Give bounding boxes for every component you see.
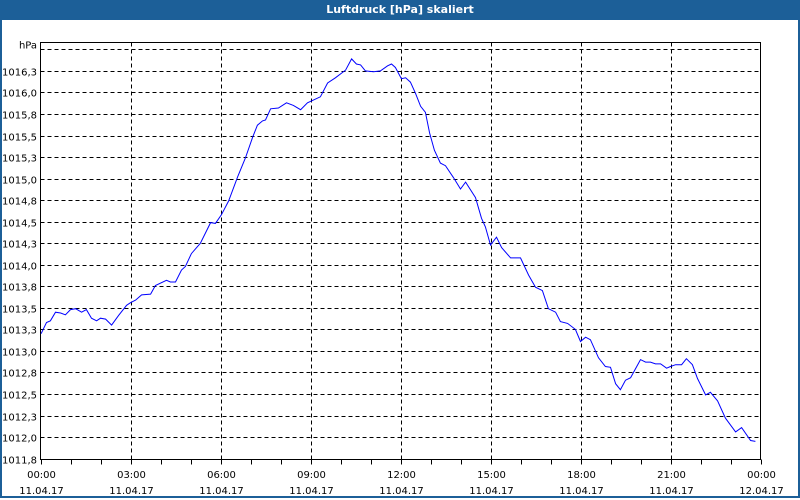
x-tick-date-label: 11.04.17 [109,486,154,497]
x-tick-time-label: 12:00 [387,470,416,481]
pressure-line [40,58,756,442]
y-tick-label: 1014,3 [2,240,37,251]
x-tick-date-label: 12.04.17 [739,486,784,497]
x-tick-date-label: 11.04.17 [199,486,244,497]
x-tick-time-label: 06:00 [207,470,236,481]
y-tick-label: 1015,5 [2,133,37,144]
x-tick-date-label: 11.04.17 [649,486,694,497]
plot-frame [40,42,761,460]
y-axis-unit-label: hPa [19,41,37,52]
x-tick-time-label: 00:00 [27,470,56,481]
x-tick-date-label: 11.04.17 [19,486,64,497]
y-tick-label: 1016,3 [2,68,37,79]
y-tick-label: 1016,0 [2,89,37,100]
x-tick-date-label: 11.04.17 [379,486,424,497]
y-tick-label: 1013,8 [2,283,37,294]
x-tick-date-label: 11.04.17 [559,486,604,497]
x-tick-time-label: 03:00 [117,470,146,481]
x-tick-time-label: 00:00 [747,470,776,481]
y-tick-label: 1015,0 [2,176,37,187]
y-tick-label: 1015,8 [2,111,37,122]
y-tick-label: 1014,0 [2,262,37,273]
chart-title: Luftdruck [hPa] skaliert [0,0,800,20]
y-tick-label: 1014,8 [2,197,37,208]
y-tick-label: 1013,3 [2,326,37,337]
y-tick-label: 1013,5 [2,305,37,316]
y-tick-label: 1013,0 [2,348,37,359]
y-tick-label: 1012,3 [2,413,37,424]
y-tick-label: 1012,0 [2,434,37,445]
x-tick-time-label: 18:00 [567,470,596,481]
x-tick-time-label: 09:00 [297,470,326,481]
y-tick-label: 1014,5 [2,219,37,230]
x-tick-time-label: 21:00 [657,470,686,481]
x-tick-date-label: 11.04.17 [469,486,514,497]
x-tick-time-label: 15:00 [477,470,506,481]
y-tick-label: 1012,5 [2,391,37,402]
y-tick-label: 1012,8 [2,369,37,380]
x-tick-date-label: 11.04.17 [289,486,334,497]
y-tick-label: 1011,8 [2,456,37,467]
y-tick-label: 1015,3 [2,154,37,165]
